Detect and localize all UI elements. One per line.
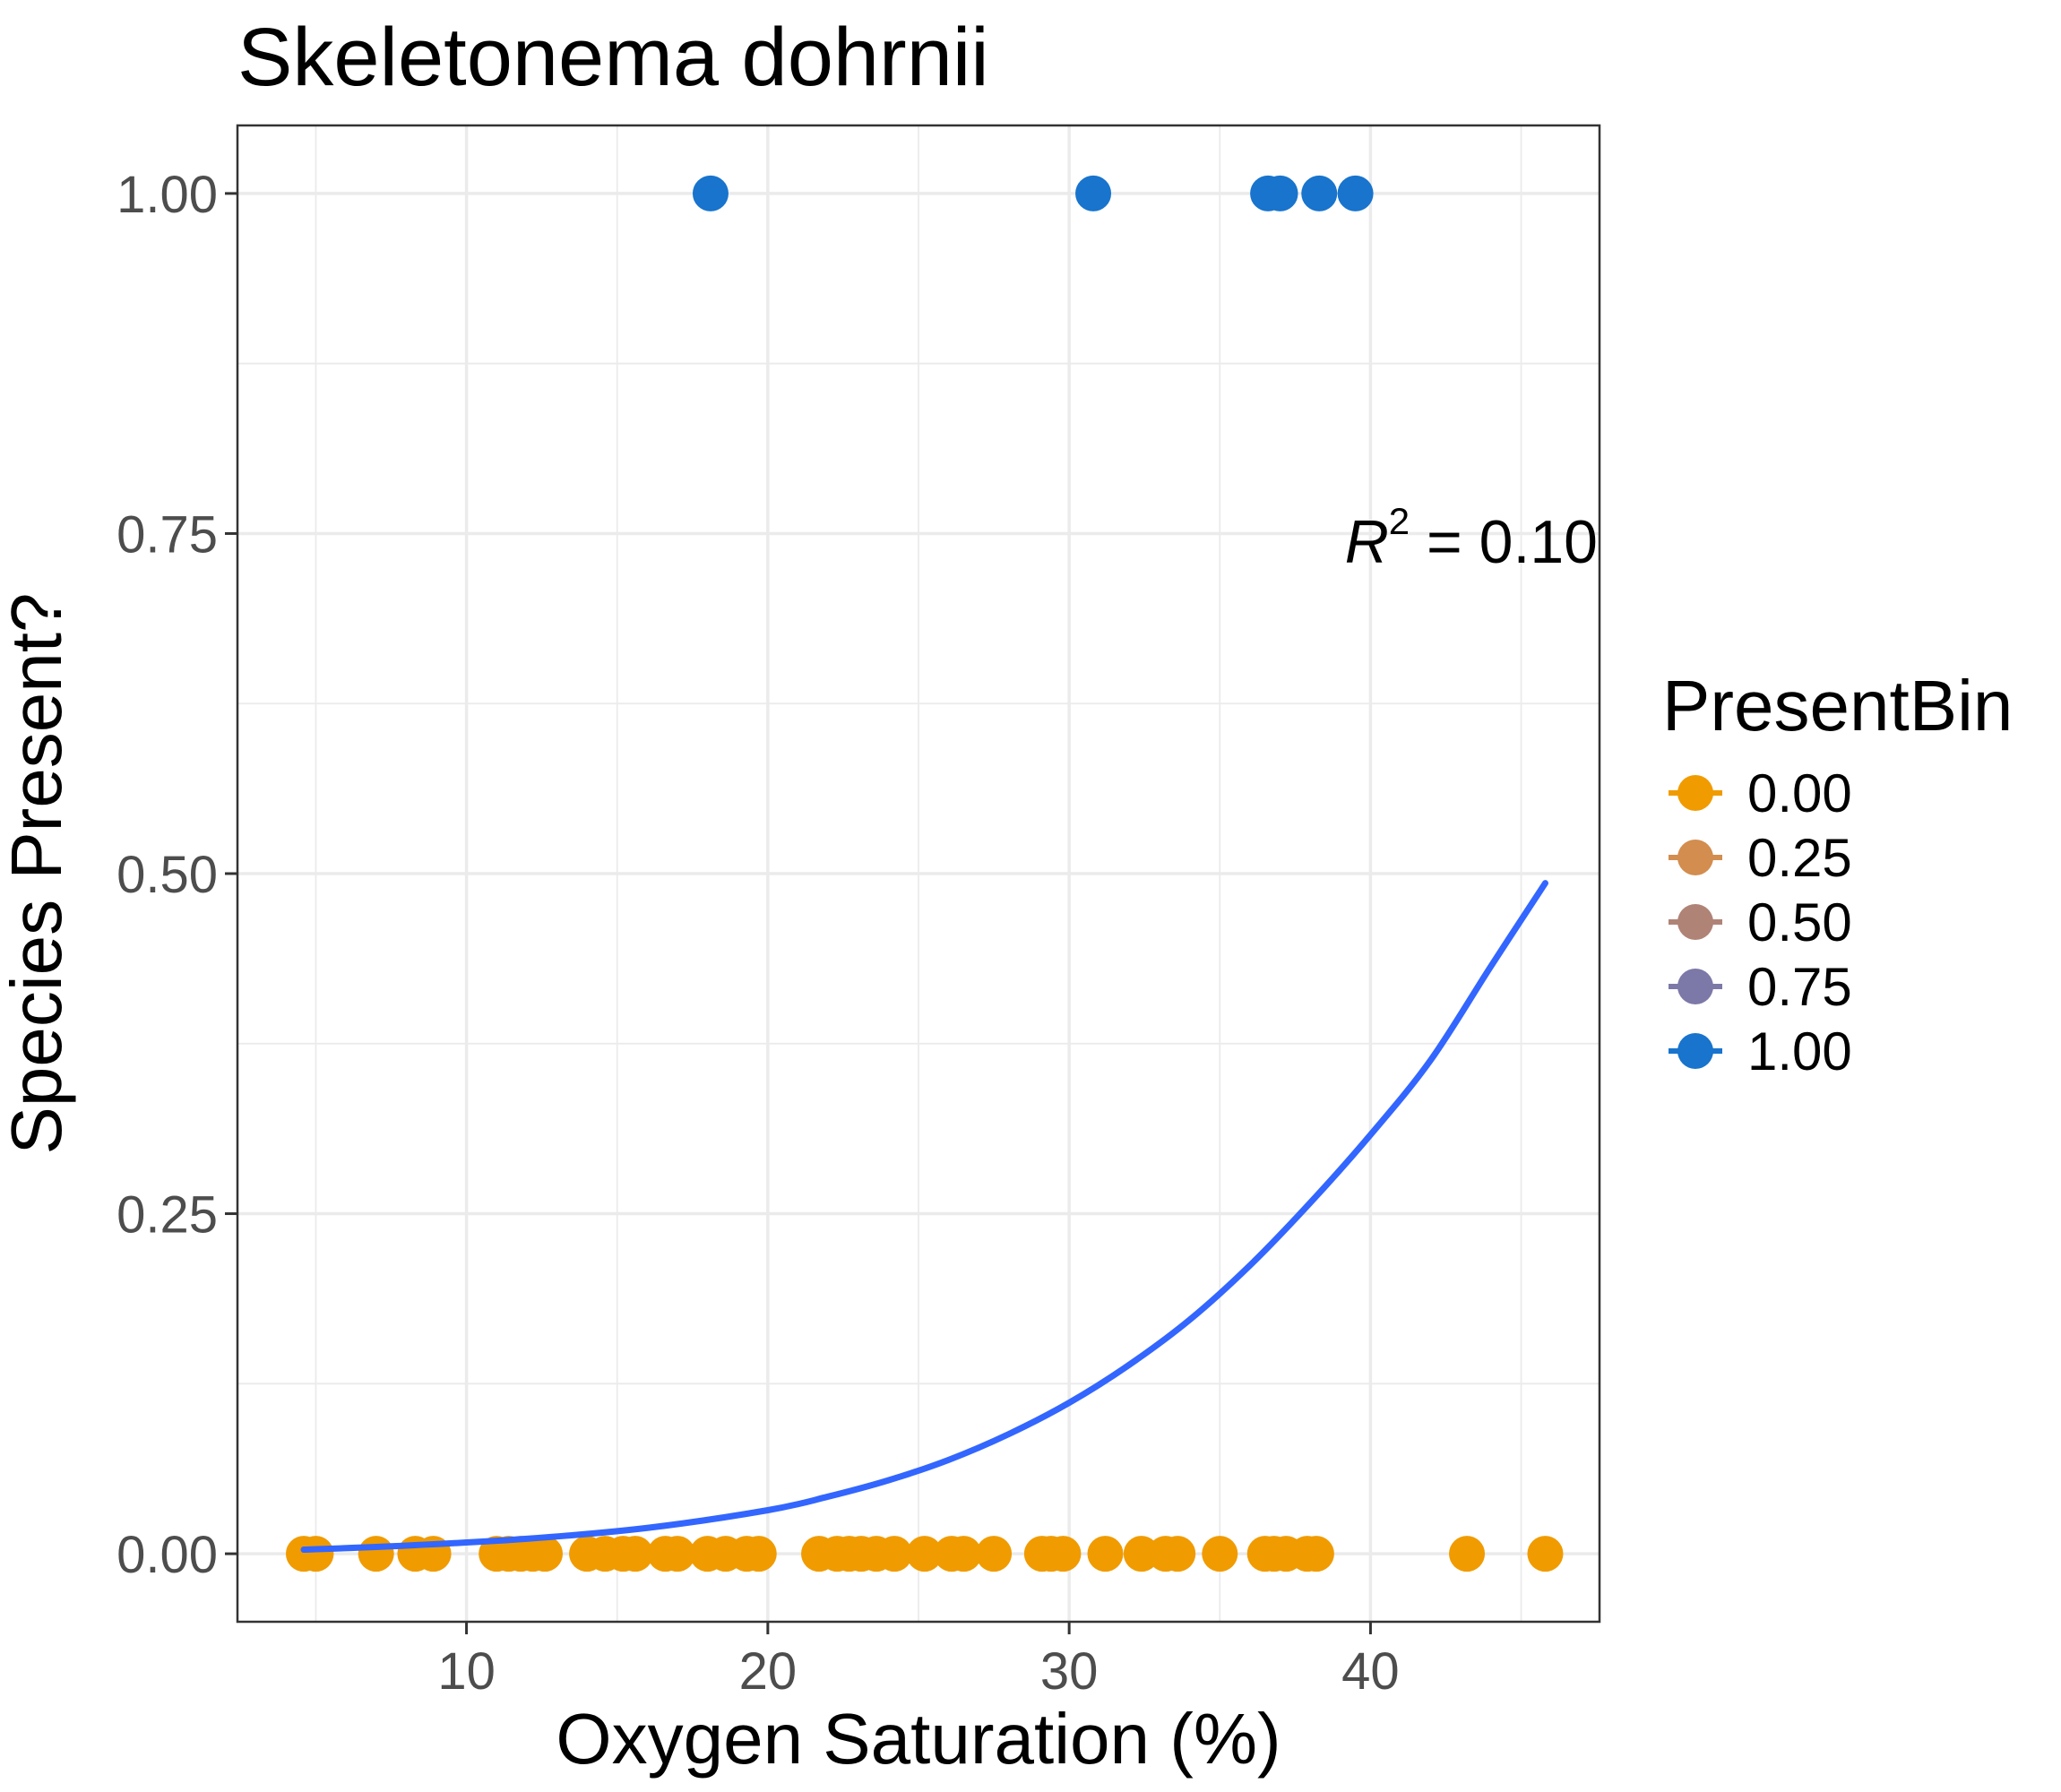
plot-panel (236, 124, 1601, 1624)
legend-key-dot (1677, 969, 1713, 1004)
present-points (692, 175, 1374, 211)
absent-point (976, 1536, 1013, 1572)
present-point (1262, 175, 1298, 211)
fit-line (300, 880, 1548, 1554)
x-tick-label: 10 (437, 1642, 496, 1701)
y-tick-label: 0.25 (116, 1186, 218, 1245)
r-squared-var: R (1345, 508, 1389, 576)
absent-point (617, 1536, 653, 1572)
absent-point (358, 1536, 394, 1572)
present-point (692, 175, 729, 211)
r-squared-annotation: R2 = 0.10 (1345, 500, 1598, 576)
x-tick-label: 30 (1040, 1642, 1099, 1701)
absent-point (876, 1536, 913, 1572)
legend: PresentBin 0.000.250.500.751.00 (1662, 666, 2013, 1081)
absent-point (659, 1536, 695, 1572)
present-point (1075, 175, 1112, 211)
legend-title: PresentBin (1662, 666, 2013, 745)
legend-key-dot (1677, 840, 1713, 875)
absent-point (945, 1536, 982, 1572)
r-squared-value: = 0.10 (1410, 508, 1598, 576)
y-tick-label: 0.00 (116, 1526, 218, 1584)
x-tick-label: 20 (739, 1642, 798, 1701)
absent-point (1160, 1536, 1196, 1572)
x-axis: 10 20 30 40 (437, 1622, 1400, 1701)
legend-key-dot (1677, 904, 1713, 940)
legend-item: 0.25 (1669, 828, 1852, 888)
chart-title: Skeletonema dohrnii (237, 12, 989, 103)
absent-point (906, 1536, 943, 1572)
y-tick-label: 1.00 (116, 166, 218, 224)
y-tick-label: 0.75 (116, 505, 218, 564)
x-axis-title: Oxygen Saturation (%) (556, 1699, 1281, 1779)
r-squared-text: R2 = 0.10 (1345, 500, 1598, 576)
legend-label: 0.25 (1747, 828, 1852, 888)
absent-points (285, 1536, 1564, 1572)
absent-point (527, 1536, 564, 1572)
legend-label: 0.75 (1747, 957, 1852, 1017)
absent-point (1087, 1536, 1124, 1572)
r-squared-exponent: 2 (1389, 500, 1410, 542)
absent-point (298, 1536, 334, 1572)
absent-point (1202, 1536, 1238, 1572)
absent-point (1298, 1536, 1334, 1572)
legend-key-dot (1677, 1033, 1713, 1069)
y-axis-title: Species Present? (0, 592, 76, 1154)
present-point (1337, 175, 1374, 211)
legend-item: 0.75 (1669, 957, 1852, 1017)
absent-point (1045, 1536, 1082, 1572)
y-axis: 0.00 0.25 0.50 0.75 1.00 (116, 166, 237, 1584)
absent-point (740, 1536, 777, 1572)
legend-label: 1.00 (1747, 1021, 1852, 1081)
legend-item: 0.00 (1669, 763, 1852, 823)
legend-item: 1.00 (1669, 1021, 1852, 1081)
legend-item: 0.50 (1669, 892, 1852, 952)
absent-point (1449, 1536, 1486, 1572)
absent-point (1527, 1536, 1564, 1572)
legend-label: 0.50 (1747, 892, 1852, 952)
legend-key-dot (1677, 775, 1713, 811)
legend-items: 0.000.250.500.751.00 (1669, 763, 1852, 1081)
y-tick-label: 0.50 (116, 846, 218, 904)
present-point (1301, 175, 1338, 211)
legend-label: 0.00 (1747, 763, 1852, 823)
x-tick-label: 40 (1341, 1642, 1400, 1701)
